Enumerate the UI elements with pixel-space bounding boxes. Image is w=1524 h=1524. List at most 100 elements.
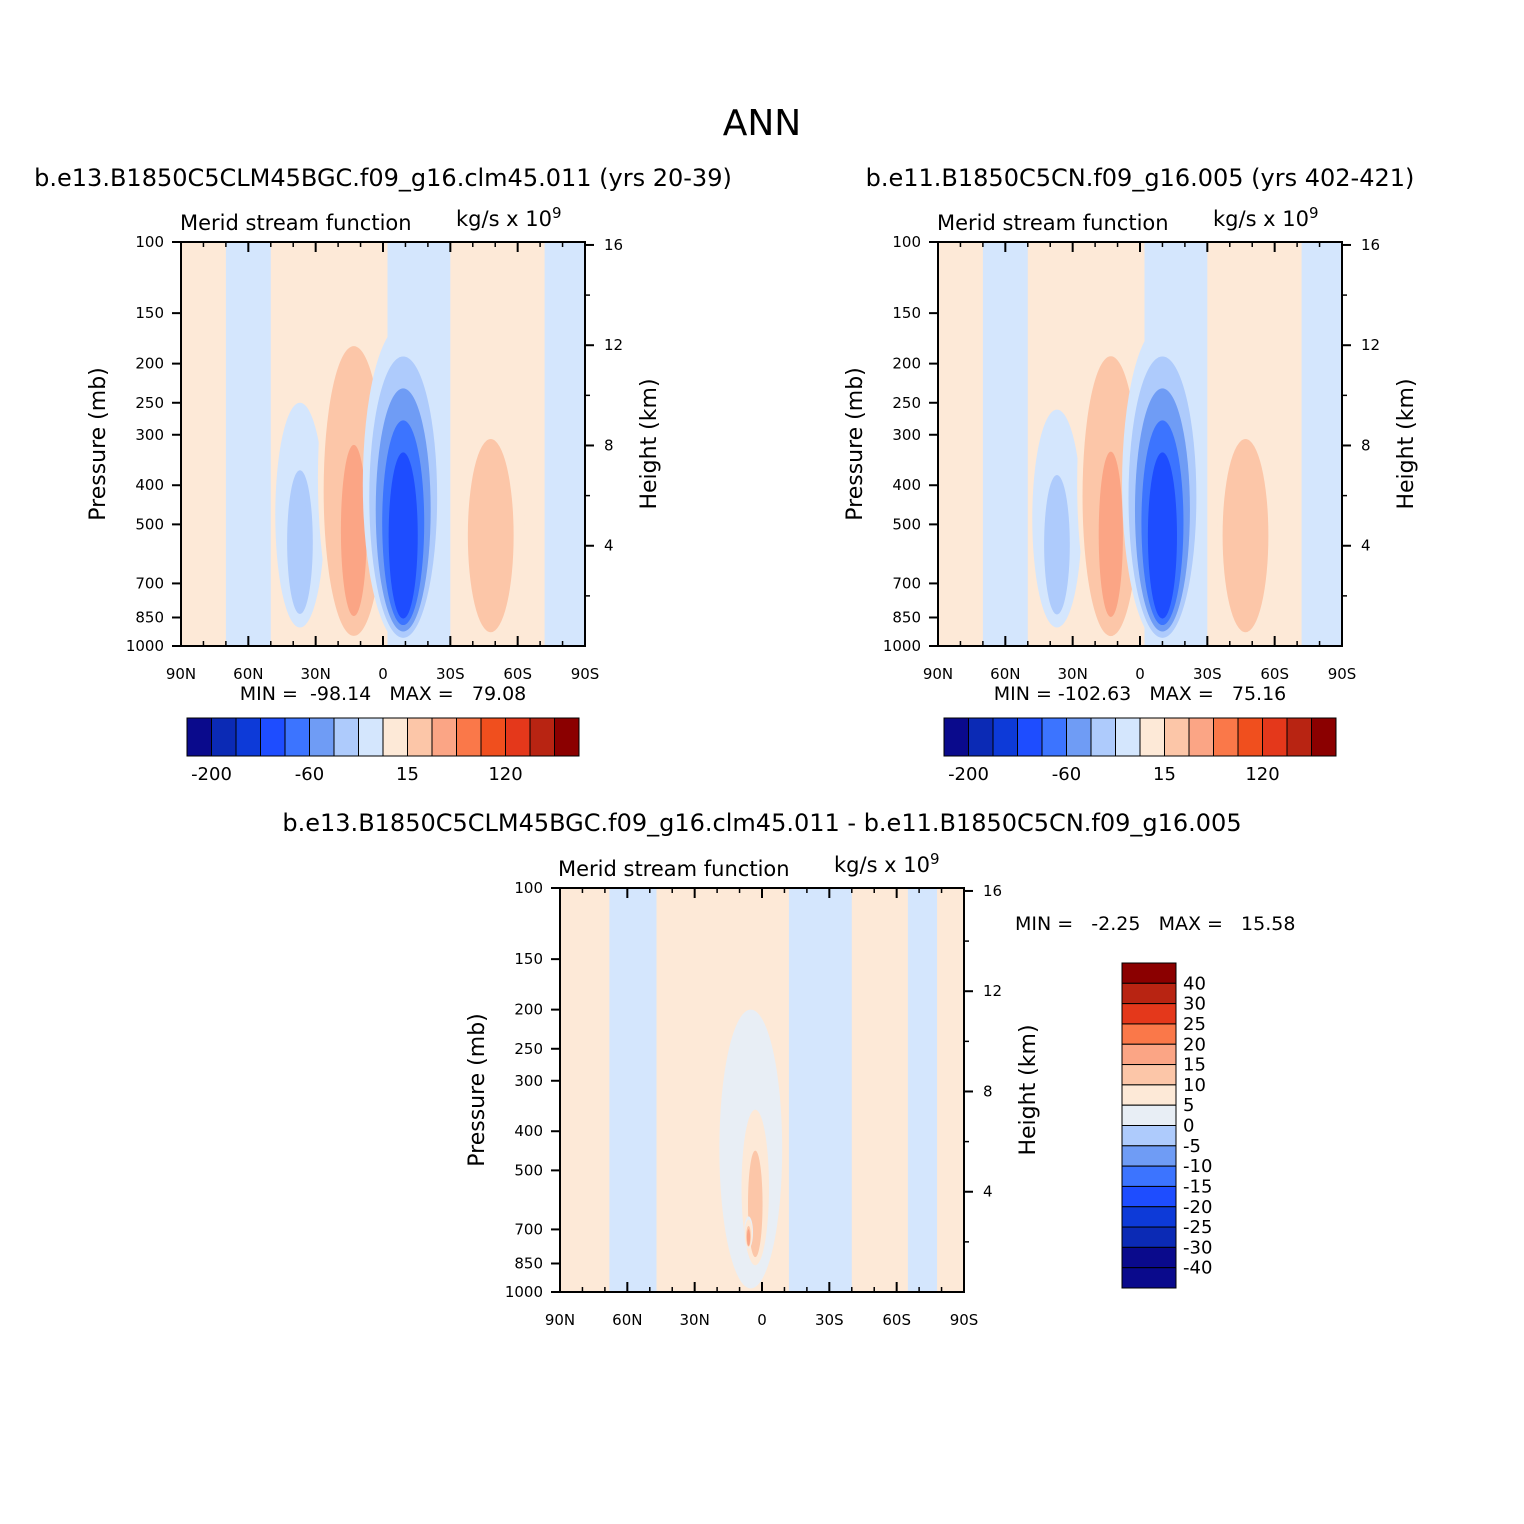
colorbar-swatch bbox=[1121, 962, 1177, 984]
colorbar-label: 0 bbox=[1183, 1116, 1194, 1137]
panel-case2: b.e11.B1850C5CN.f09_g16.005 (yrs 402-421… bbox=[843, 164, 1419, 785]
y-tick-label: 200 bbox=[514, 1001, 543, 1019]
x-tick-label: 60S bbox=[1260, 665, 1289, 683]
y2-tick-label: 8 bbox=[1361, 436, 1371, 454]
y-axis-label: Pressure (mb) bbox=[843, 367, 868, 521]
colorbar-swatch bbox=[1121, 1064, 1177, 1086]
y-axis-label: Pressure (mb) bbox=[86, 367, 111, 521]
colorbar-label: 20 bbox=[1183, 1034, 1206, 1055]
contour-level bbox=[1233, 489, 1258, 623]
y-axis-label: Pressure (mb) bbox=[465, 1013, 490, 1167]
contour-band bbox=[544, 242, 585, 646]
colorbar-swatch bbox=[1121, 1023, 1177, 1045]
colorbar-swatch bbox=[554, 717, 580, 757]
colorbar-swatch bbox=[992, 717, 1018, 757]
x-tick-label: 0 bbox=[757, 1311, 767, 1329]
y-tick-label: 1000 bbox=[126, 637, 164, 655]
y2-axis-label: Height (km) bbox=[637, 378, 662, 509]
y-tick-label: 100 bbox=[892, 233, 921, 251]
min-max-text: MIN = -2.25 MAX = 15.58 bbox=[1015, 913, 1295, 935]
y2-tick-label: 16 bbox=[604, 236, 623, 254]
y-tick-label: 250 bbox=[892, 394, 921, 412]
colorbar-swatch bbox=[1121, 1246, 1177, 1269]
colorbar-swatch bbox=[1017, 717, 1043, 757]
colorbar-swatch bbox=[1066, 717, 1092, 757]
colorbar-label: -10 bbox=[1183, 1156, 1212, 1177]
contour-level bbox=[746, 1229, 751, 1246]
colorbar-swatch bbox=[943, 717, 969, 757]
colorbar-swatch bbox=[1121, 1043, 1177, 1066]
panel-title: b.e11.B1850C5CN.f09_g16.005 (yrs 402-421… bbox=[866, 164, 1415, 192]
colorbar-label: 10 bbox=[1183, 1075, 1206, 1096]
x-tick-label: 90S bbox=[1328, 665, 1357, 683]
colorbar-swatch bbox=[211, 717, 237, 757]
colorbar-swatch bbox=[1121, 1125, 1177, 1147]
colorbar-swatch bbox=[456, 717, 482, 757]
colorbar-swatch bbox=[505, 717, 531, 757]
colorbar-swatch bbox=[529, 717, 555, 757]
colorbar-swatch bbox=[1121, 1104, 1177, 1126]
contour-level bbox=[340, 444, 367, 617]
x-tick-label: 0 bbox=[378, 665, 388, 683]
y-tick-label: 500 bbox=[892, 515, 921, 533]
x-tick-label: 60S bbox=[503, 665, 532, 683]
colorbar-swatch bbox=[382, 717, 408, 757]
colorbar-swatch bbox=[1121, 1267, 1177, 1289]
y2-tick-label: 16 bbox=[1361, 236, 1380, 254]
x-tick-label: 90N bbox=[923, 665, 953, 683]
colorbar-swatch bbox=[1121, 982, 1177, 1005]
colorbar-swatch bbox=[1213, 717, 1239, 757]
panel-title: b.e13.B1850C5CLM45BGC.f09_g16.clm45.011 … bbox=[282, 809, 1241, 837]
colorbar-label: 120 bbox=[488, 764, 522, 785]
colorbar-label: -40 bbox=[1183, 1258, 1212, 1279]
colorbar-swatch bbox=[968, 717, 994, 757]
x-tick-label: 90N bbox=[545, 1311, 575, 1329]
x-tick-label: 60N bbox=[990, 665, 1020, 683]
page-title: ANN bbox=[723, 103, 802, 144]
panel-left-label: Merid stream function bbox=[180, 211, 412, 235]
y-tick-label: 850 bbox=[892, 608, 921, 626]
panel-units-label: kg/s x 109 bbox=[834, 850, 940, 877]
contour-band bbox=[788, 888, 852, 1292]
panel-units-label: kg/s x 109 bbox=[456, 204, 562, 231]
contour-plot: 90N 60N 30N 0 30S 60S 90S 100 150 200 250 300 400 500… bbox=[505, 879, 1002, 1329]
y-tick-label: 150 bbox=[892, 304, 921, 322]
y-tick-label: 300 bbox=[514, 1072, 543, 1090]
x-tick-label: 30S bbox=[436, 665, 465, 683]
panel-left-label: Merid stream function bbox=[558, 857, 790, 881]
colorbar-swatch bbox=[1121, 1206, 1177, 1228]
x-tick-label: 0 bbox=[1135, 665, 1145, 683]
colorbar-label: -200 bbox=[191, 764, 232, 785]
colorbar-label: 15 bbox=[1153, 764, 1176, 785]
y-tick-label: 850 bbox=[135, 608, 164, 626]
colorbar-swatch bbox=[309, 717, 335, 757]
colorbar-label: -200 bbox=[948, 764, 989, 785]
y-tick-label: 400 bbox=[135, 476, 164, 494]
colorbar-swatch bbox=[1090, 717, 1116, 757]
colorbar-label: 30 bbox=[1183, 994, 1206, 1015]
colorbar-label: -20 bbox=[1183, 1197, 1212, 1218]
y-tick-label: 200 bbox=[892, 355, 921, 373]
colorbar-swatch bbox=[235, 717, 261, 757]
colorbar-swatch bbox=[1121, 1185, 1177, 1208]
y2-tick-label: 8 bbox=[983, 1082, 993, 1100]
y-tick-label: 850 bbox=[514, 1254, 543, 1272]
colorbar-label: -15 bbox=[1183, 1176, 1212, 1197]
contour-band bbox=[1301, 242, 1342, 646]
colorbar-swatch bbox=[480, 717, 506, 757]
contour-level bbox=[1147, 452, 1177, 619]
panel-left-label: Merid stream function bbox=[937, 211, 1169, 235]
contour-band bbox=[609, 888, 657, 1292]
colorbar-label: -25 bbox=[1183, 1217, 1212, 1238]
x-tick-label: 90S bbox=[571, 665, 600, 683]
colorbar-swatch bbox=[1286, 717, 1312, 757]
colorbar-swatch bbox=[1121, 1145, 1177, 1167]
y2-tick-label: 4 bbox=[604, 537, 614, 555]
colorbar-label: 5 bbox=[1183, 1095, 1194, 1116]
colorbar-label: 15 bbox=[1183, 1055, 1206, 1076]
colorbar-label: -5 bbox=[1183, 1136, 1201, 1157]
y2-tick-label: 12 bbox=[983, 982, 1002, 1000]
colorbar-swatch bbox=[1121, 1226, 1177, 1248]
colorbar-swatch bbox=[284, 717, 310, 757]
